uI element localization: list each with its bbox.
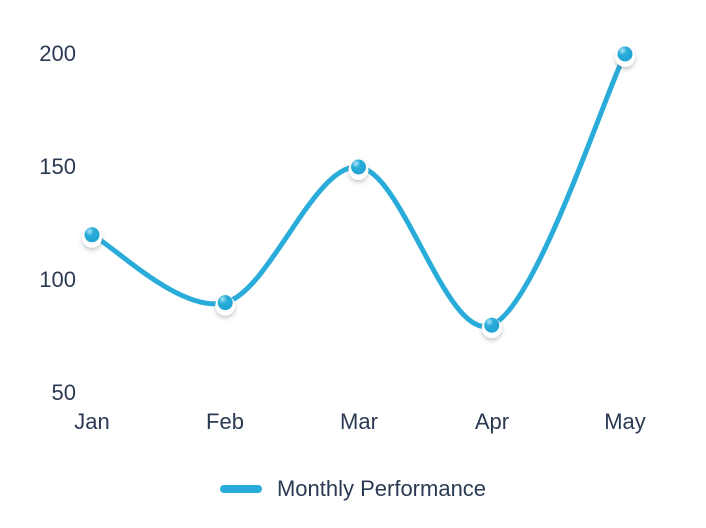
x-axis-tick-label: Feb bbox=[206, 409, 244, 434]
x-axis-tick-label: Jan bbox=[74, 409, 110, 434]
data-point-marker[interactable] bbox=[215, 295, 236, 316]
legend-line-swatch bbox=[219, 485, 262, 493]
y-axis-tick-label: 50 bbox=[51, 380, 76, 405]
data-point-marker[interactable] bbox=[348, 159, 369, 181]
data-point-marker[interactable] bbox=[481, 317, 502, 339]
y-axis-tick-label: 150 bbox=[39, 154, 76, 179]
y-axis-tick-label: 100 bbox=[39, 267, 76, 292]
legend-label: Monthly Performance bbox=[276, 476, 487, 501]
legend-item-monthly-performance[interactable]: Monthly Performance bbox=[219, 476, 487, 501]
x-axis-tick-label: May bbox=[604, 409, 646, 434]
series-line bbox=[89, 51, 628, 330]
data-point-marker[interactable] bbox=[615, 46, 635, 68]
legend: Monthly Performance bbox=[0, 477, 706, 501]
data-point-marker[interactable] bbox=[82, 227, 102, 248]
x-axis-tick-label: Apr bbox=[474, 409, 510, 434]
x-axis-tick-label: Mar bbox=[340, 409, 378, 434]
y-axis-tick-label: 200 bbox=[39, 41, 76, 66]
